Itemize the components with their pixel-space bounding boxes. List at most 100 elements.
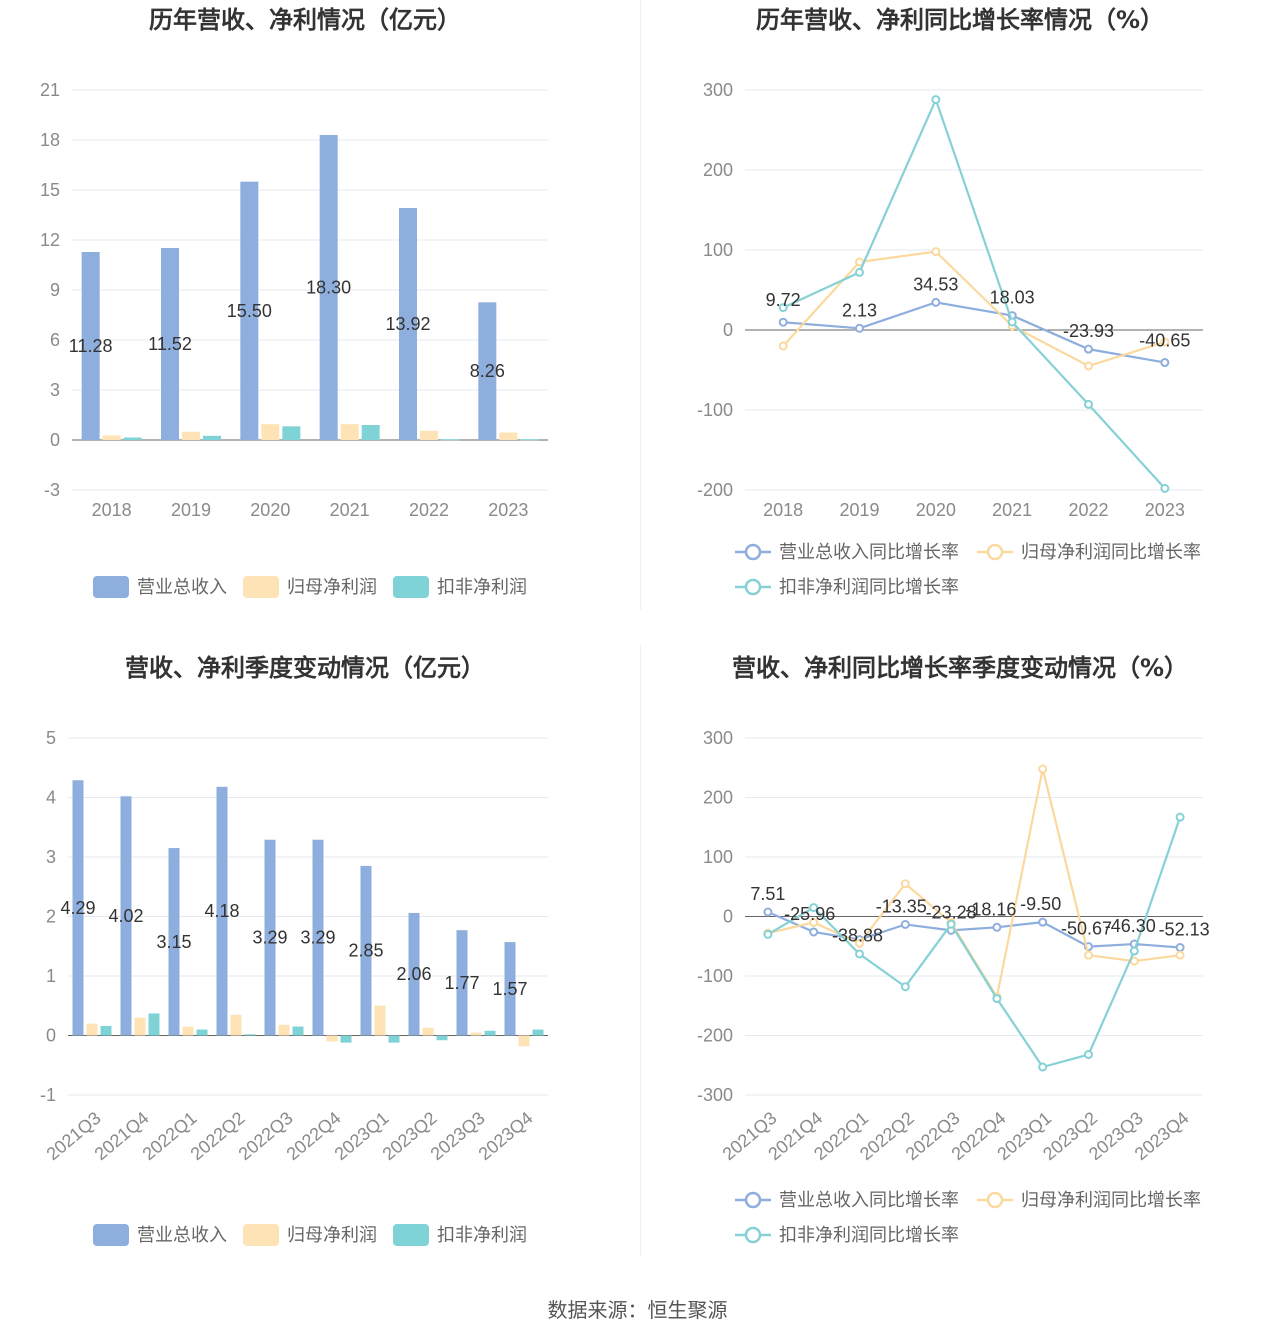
chart-annual-growth: 历年营收、净利同比增长率情况（%） -200 -100 0 100 200 300 2018 2… [640,0,1275,620]
bar [504,942,516,1036]
gridlines [72,89,548,491]
bar [81,252,100,440]
data-point [931,247,941,257]
data-label: 11.28 [69,336,113,356]
data-label: -38.88 [832,926,883,946]
data-label: 2.06 [396,964,431,984]
data-label: 13.92 [385,314,430,334]
legend-marker [744,543,762,561]
x-tick-label: 2020 [916,500,956,520]
bar [478,302,497,440]
data-label: 4.18 [204,901,239,921]
bar [264,839,276,1036]
divider-top [640,0,641,610]
data-label: 3.29 [300,928,335,948]
data-point [778,317,788,327]
bar [182,1026,194,1036]
chart-annual-amounts: 历年营收、净利情况（亿元） -3 0 3 6 9 12 15 18 21 2018 2019 2020 2… [0,0,640,620]
y-tick-label: 100 [703,847,733,867]
data-point [855,938,864,948]
bar [420,430,438,440]
data-point [900,879,910,889]
bar [230,1014,242,1036]
divider-bottom [640,645,641,1257]
line-series [763,907,1185,953]
data-point [1084,399,1093,409]
data-point [1175,943,1185,953]
bar-series [72,780,516,1036]
y-tick-label: 12 [40,230,60,250]
y-tick-label: 9 [50,280,60,300]
data-point [1084,1050,1093,1060]
y-tick-label: 0 [723,320,733,340]
data-label: 11.52 [148,334,192,354]
bar [161,248,179,440]
legend-label: 扣非净利润同比增长率 [779,577,959,598]
data-point [855,267,864,277]
data-label: 18.30 [306,278,351,298]
chart-title: 营收、净利同比增长率季度变动情况（%） [732,654,1188,682]
legend-label: 营业总收入同比增长率 [779,542,959,563]
line-series [763,812,1185,1072]
y-tick-label: 200 [703,788,733,808]
data-point [809,917,819,927]
data-label: 3.29 [252,928,287,948]
y-tick-label: 2 [46,907,56,927]
bar [340,1035,352,1043]
data-label: 4.29 [60,898,95,918]
data-label: 9.72 [766,290,801,310]
bar-series [123,425,539,441]
legend-swatch [243,576,279,598]
bar [240,181,259,440]
x-tick-label: 2023 [1145,500,1185,520]
bar [470,1032,482,1036]
legend-label: 归母净利润同比增长率 [1021,1190,1201,1211]
bar [216,786,228,1036]
chart-title: 历年营收、净利情况（亿元） [149,6,461,34]
data-label: 15.50 [227,301,272,321]
y-tick-label: -100 [697,966,733,986]
bar [388,1035,400,1043]
chart-svg: 营收、净利同比增长率季度变动情况（%） -300 -200 -100 0 100 200 30… [697,654,1210,1246]
data-point [931,95,941,105]
x-tick-label: 2021 [992,500,1032,520]
data-point [1175,812,1185,822]
data-label: 1.77 [444,973,479,993]
x-tick-label: 2022 [409,500,449,520]
chart-quarterly-amounts: 营收、净利季度变动情况（亿元） -1 0 1 2 3 4 5 2021Q3 2021Q4 2022Q… [0,640,640,1280]
bar [340,424,359,440]
data-label: 2.85 [348,941,383,961]
data-label: 3.15 [156,932,191,952]
legend-label: 扣非净利润 [437,577,527,598]
legend-swatch [393,1224,429,1246]
y-tick-label: 1 [46,966,56,986]
y-tick-label: 4 [46,788,56,808]
y-tick-label: 21 [40,80,60,100]
bar [196,1029,208,1036]
legend-marker [986,1191,1004,1209]
bar [134,1017,146,1036]
data-label: 7.51 [750,884,785,904]
y-tick-label: -1 [40,1085,56,1105]
chart-quarterly-growth: 营收、净利同比增长率季度变动情况（%） -300 -200 -100 0 100 200 30… [640,640,1275,1280]
bar [319,135,338,440]
data-point [763,907,773,917]
bar [326,1035,338,1042]
data-label: 4.02 [108,906,143,926]
bar [441,439,459,441]
bar [182,431,200,440]
x-tick-label: 2022 [1068,500,1108,520]
data-point [1084,344,1093,354]
legend-marker [986,543,1004,561]
data-point [1038,764,1048,774]
series-line [782,250,1166,368]
chart-svg: 历年营收、净利同比增长率情况（%） -200 -100 0 100 200 300 2018 2… [697,6,1203,598]
legend-label: 营业总收入同比增长率 [779,1190,959,1211]
y-tick-label: -200 [697,1026,733,1046]
data-point [1007,317,1017,327]
bar-series [81,135,497,440]
data-label: -52.13 [1159,920,1210,940]
bar [102,435,121,440]
y-tick-label: 5 [46,728,56,748]
y-tick-label: 300 [703,728,733,748]
